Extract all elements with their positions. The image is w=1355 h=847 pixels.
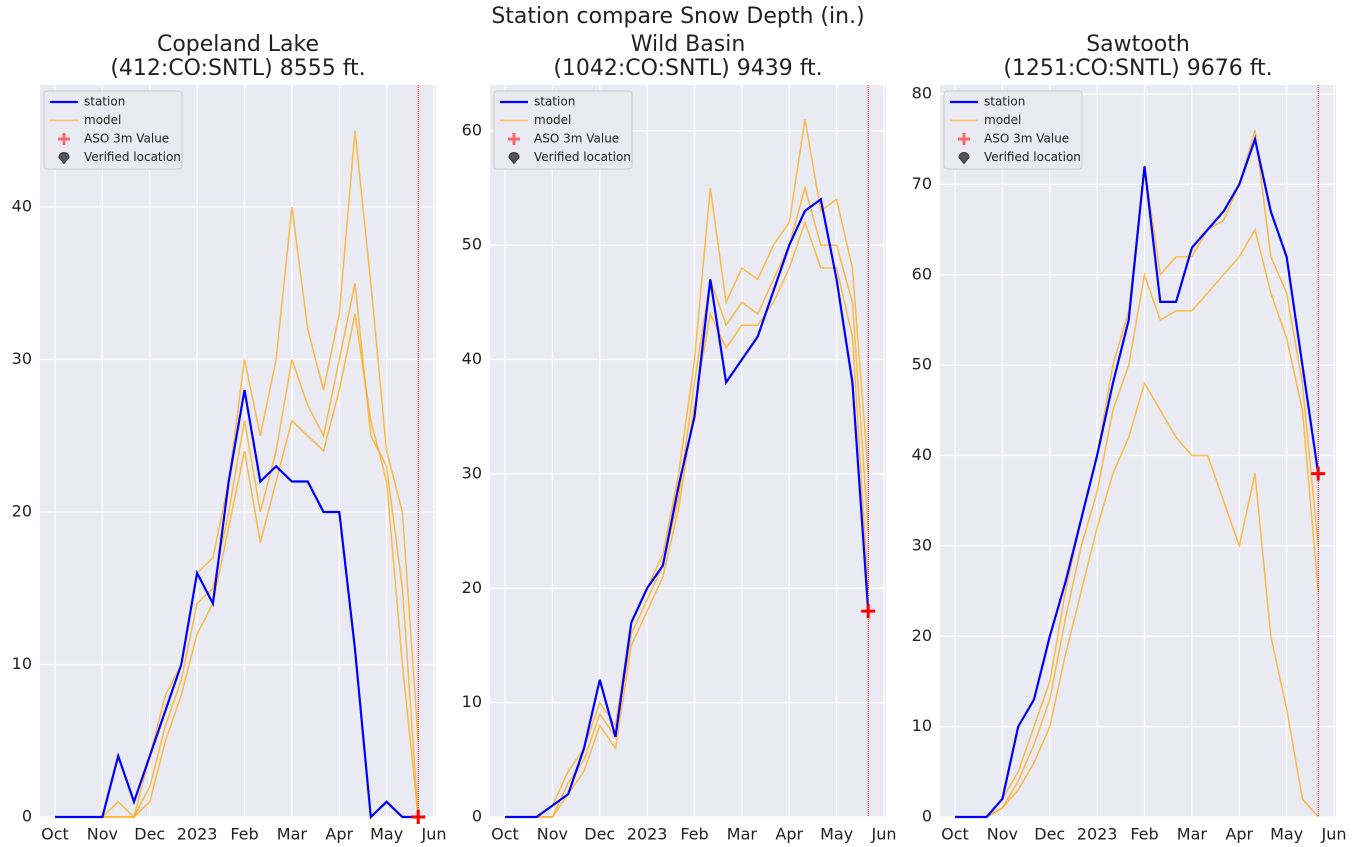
legend-swatch (58, 152, 70, 165)
x-tick-label: Oct (41, 825, 69, 844)
x-tick-label: May (820, 825, 853, 844)
y-tick-label: 40 (12, 197, 32, 216)
x-tick-label: Dec (1034, 825, 1065, 844)
panel: Copeland Lake(412:CO:SNTL) 8555 ft. 0 10 20… (12, 32, 447, 844)
panel-title: (1042:CO:SNTL) 9439 ft. (553, 56, 822, 81)
plot-area (40, 85, 436, 817)
x-tick-label: 2023 (1077, 825, 1118, 844)
model-line (955, 381, 1319, 818)
y-tick-label: 10 (12, 654, 32, 673)
legend-label: station (84, 95, 125, 109)
legend-box (943, 90, 1083, 170)
y-tick-label: 0 (922, 807, 932, 826)
y-tick-label: 0 (472, 807, 482, 826)
panel: Wild Basin(1042:CO:SNTL) 9439 ft. 0 10 20 30… (462, 32, 897, 844)
panel-title: (1251:CO:SNTL) 9676 ft. (1003, 56, 1272, 81)
station-line (55, 389, 419, 820)
legend-label: ASO 3m Value (84, 132, 169, 146)
legend-label: model (534, 113, 571, 127)
x-tick-label: May (370, 825, 403, 844)
x-tick-label: Nov (987, 825, 1018, 844)
legend-label: station (534, 95, 575, 109)
model-line (505, 219, 869, 818)
y-tick-label: 60 (462, 120, 482, 139)
y-tick-label: 40 (462, 349, 482, 368)
x-tick-label: Mar (1177, 825, 1208, 844)
y-tick-label: 0 (22, 807, 32, 826)
panel-title: (412:CO:SNTL) 8555 ft. (110, 56, 365, 81)
legend-box (43, 90, 183, 170)
x-tick-label: Mar (277, 825, 308, 844)
legend-swatch (958, 152, 970, 165)
y-tick-label: 20 (462, 578, 482, 597)
y-tick-label: 10 (912, 716, 932, 735)
legend-box (493, 90, 633, 170)
x-tick-label: May (1270, 825, 1303, 844)
legend-swatch (58, 133, 70, 145)
aso-marker (411, 810, 426, 824)
x-tick-label: Jun (1321, 825, 1347, 844)
plot-area (940, 85, 1336, 817)
x-tick-label: Apr (775, 825, 803, 844)
legend-swatch (508, 152, 520, 165)
x-tick-label: Mar (727, 825, 758, 844)
y-tick-label: 50 (462, 235, 482, 254)
y-tick-label: 70 (912, 174, 932, 193)
model-line (55, 313, 419, 818)
panel-title: Sawtooth (1086, 32, 1190, 57)
legend-label: station (984, 95, 1025, 109)
legend-label: Verified location (84, 150, 181, 164)
y-tick-label: 30 (12, 349, 32, 368)
x-tick-label: Dec (134, 825, 165, 844)
x-tick-label: Oct (491, 825, 519, 844)
y-tick-label: 80 (912, 84, 932, 103)
panel: Sawtooth(1251:CO:SNTL) 9676 ft. 0 10 20 30 40… (912, 32, 1347, 844)
x-tick-label: 2023 (177, 825, 218, 844)
model-line (55, 130, 419, 819)
legend-label: ASO 3m Value (984, 132, 1069, 146)
x-tick-label: Feb (1130, 825, 1158, 844)
legend-label: Verified location (984, 150, 1081, 164)
x-tick-label: Nov (87, 825, 118, 844)
model-line (505, 185, 869, 818)
x-tick-label: Dec (584, 825, 615, 844)
y-tick-label: 40 (912, 445, 932, 464)
legend-label: model (984, 113, 1021, 127)
legend-label: ASO 3m Value (534, 132, 619, 146)
x-tick-label: Feb (680, 825, 708, 844)
model-line (505, 119, 869, 818)
aso-marker (1311, 466, 1326, 481)
legend-label: Verified location (534, 150, 631, 164)
x-tick-label: Nov (537, 825, 568, 844)
model-line (955, 227, 1319, 818)
legend-label: model (84, 113, 121, 127)
x-tick-label: Feb (230, 825, 258, 844)
x-tick-label: Jun (421, 825, 447, 844)
legend-swatch (958, 133, 970, 145)
y-tick-label: 20 (12, 502, 32, 521)
x-tick-label: Jun (871, 825, 897, 844)
figure-title: Station compare Snow Depth (in.) (491, 4, 864, 29)
aso-marker (861, 604, 876, 619)
y-tick-label: 30 (462, 463, 482, 482)
x-tick-label: 2023 (627, 825, 668, 844)
x-tick-label: Apr (325, 825, 353, 844)
y-tick-label: 30 (912, 535, 932, 554)
legend-swatch (508, 133, 520, 145)
y-tick-label: 50 (912, 355, 932, 374)
y-tick-label: 20 (912, 626, 932, 645)
x-tick-label: Oct (941, 825, 969, 844)
station-line (955, 135, 1320, 819)
panel-title: Wild Basin (631, 32, 746, 57)
station-line (505, 197, 870, 819)
y-tick-label: 10 (462, 692, 482, 711)
panel-title: Copeland Lake (157, 32, 319, 57)
x-tick-label: Apr (1225, 825, 1253, 844)
y-tick-label: 60 (912, 264, 932, 283)
